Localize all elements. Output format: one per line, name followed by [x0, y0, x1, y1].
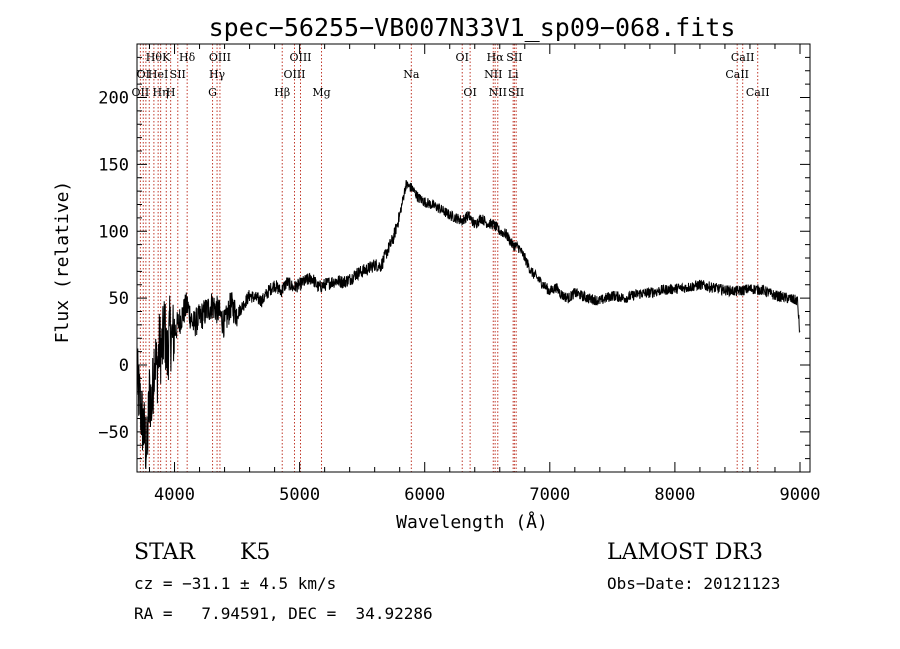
line-label-17: Mg [312, 86, 330, 99]
x-tick-label: 9000 [780, 485, 821, 505]
line-label-19: OI [456, 51, 469, 64]
line-label-28: CaII [731, 51, 755, 64]
chart-title: spec−56255−VB007N33V1_sp09−068.fits [209, 13, 736, 42]
line-label-25: SII [506, 51, 522, 64]
line-label-22: Hα [487, 51, 505, 64]
line-label-11: G [208, 86, 217, 99]
line-label-1: OⅠ [137, 68, 150, 81]
line-label-8: H [166, 86, 176, 99]
y-tick-label: 200 [98, 89, 129, 109]
flux-series-line [136, 179, 801, 470]
y-tick-label: −50 [98, 423, 129, 443]
axis-ticks: 4000 5000 6000 7000 8000 9000 −50 0 50 100 150 200 [98, 44, 820, 505]
x-tick-label: 5000 [279, 485, 320, 505]
line-label-9: SII [170, 68, 186, 81]
x-axis-label: Wavelength (Å) [396, 511, 548, 533]
line-label-6: Hη [153, 86, 169, 99]
x-tick-label: 6000 [404, 485, 445, 505]
obs-date-text: Obs−Date: 20121123 [607, 574, 781, 593]
line-label-12: Hγ [209, 68, 226, 81]
line-label-18: Na [403, 68, 420, 81]
y-tick-label: 100 [98, 222, 129, 242]
line-label-27: CaII [725, 68, 749, 81]
line-label-26: SII [508, 86, 524, 99]
x-tick-label: 4000 [154, 485, 195, 505]
line-label-20: OI [463, 86, 476, 99]
line-label-7: K [162, 51, 171, 64]
y-tick-label: 50 [109, 289, 129, 309]
coordinates-text: RA = 7.94591, DEC = 34.92286 [134, 604, 433, 623]
line-label-16: OIII [289, 51, 311, 64]
spectral-line-markers [139, 44, 759, 472]
y-axis-label: Flux (relative) [52, 181, 73, 344]
redshift-text: cz = −31.1 ± 4.5 km/s [134, 574, 337, 593]
survey-label: LAMOST DR3 [607, 540, 763, 565]
line-label-4: Hθ [146, 51, 163, 64]
line-label-21: NII [484, 68, 502, 81]
line-label-23: NII [489, 86, 507, 99]
line-label-5: HeI [148, 68, 168, 81]
line-label-29: CaII [746, 86, 770, 99]
line-label-13: OIII [209, 51, 231, 64]
line-label-14: Hβ [274, 86, 290, 99]
subclass-label: K5 [240, 540, 271, 565]
x-tick-label: 8000 [654, 485, 695, 505]
y-tick-label: 0 [119, 356, 129, 376]
line-label-24: Li [508, 68, 519, 81]
line-label-10: Hδ [179, 51, 196, 64]
flux-series-group [136, 179, 801, 470]
plot-frame [136, 43, 811, 473]
line-label-15: OIII [283, 68, 305, 81]
line-label-0: OII [132, 86, 150, 99]
spectral-line-labels: OII OⅠ Hθ HeI Hη K H SII Hδ G Hγ OIII Hβ OIII OIII Mg Na… [132, 51, 770, 99]
x-tick-label: 7000 [529, 485, 570, 505]
class-label: STAR [134, 540, 195, 565]
y-tick-label: 150 [98, 155, 129, 175]
